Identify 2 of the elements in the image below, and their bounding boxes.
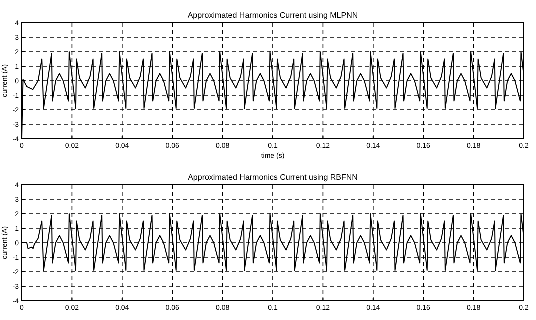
chart-title: Approximated Harmonics Current using RBFNN [188,173,358,182]
chart-title: Approximated Harmonics Current using MLPNN [188,11,358,20]
